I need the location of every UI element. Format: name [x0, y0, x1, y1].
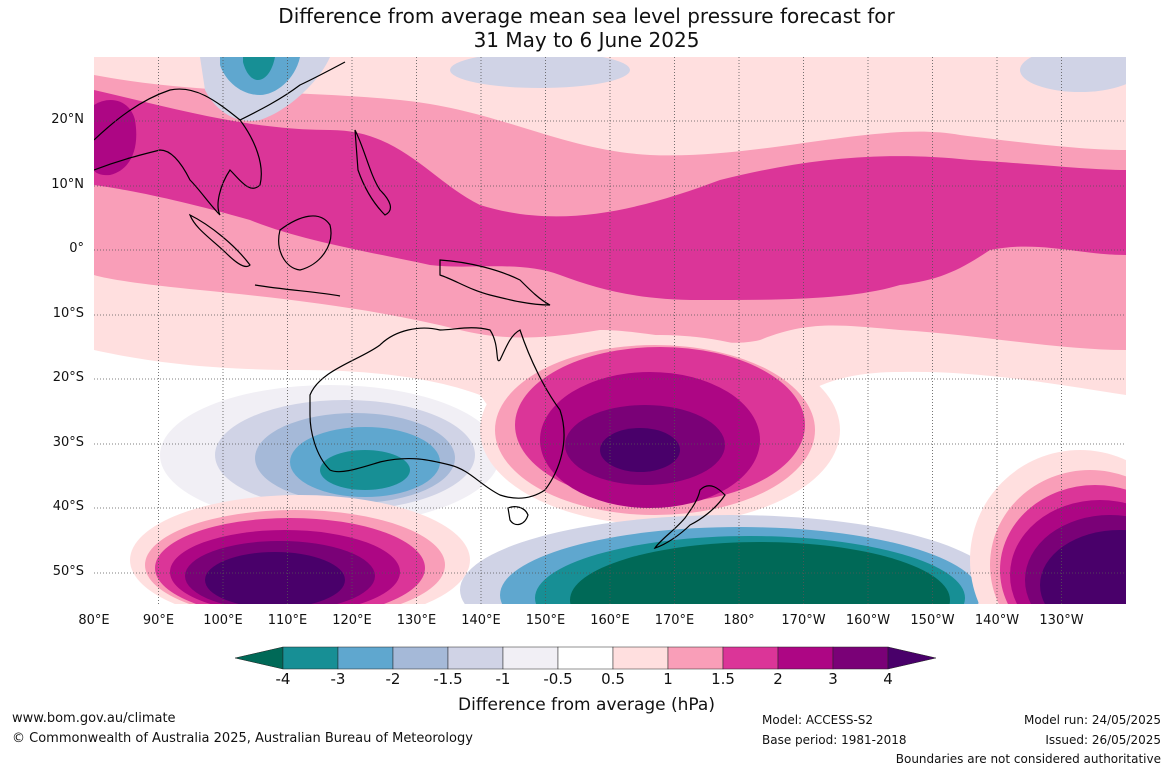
- colorbar-swatch: [447, 646, 504, 670]
- lat-label-10s: 10°S: [52, 306, 84, 321]
- copyright-text: © Commonwealth of Australia 2025, Austra…: [12, 731, 473, 746]
- lon-label-150e: 150°E: [525, 613, 566, 628]
- lon-label-100e: 100°E: [203, 613, 243, 628]
- lon-label-90e: 90°E: [142, 613, 175, 628]
- colorbar-swatch: [337, 646, 394, 670]
- issued-text: Issued: 26/05/2025: [1045, 733, 1161, 747]
- anomaly-band-1.5: [94, 90, 1126, 300]
- colorbar-label: -1.5: [433, 670, 463, 688]
- anomaly-blob-2: [94, 100, 137, 176]
- chart-title: Difference from average mean sea level p…: [0, 4, 1173, 52]
- anomaly-neg-ne: [1020, 57, 1126, 92]
- new-zealand-coastline: [653, 485, 726, 550]
- lon-label-150w: 150°W: [910, 613, 955, 628]
- colorbar-label: -2: [385, 670, 401, 688]
- lon-label-110e: 110°E: [267, 613, 308, 628]
- model-run-text: Model run: 24/05/2025: [1023, 713, 1161, 727]
- lat-label-20n: 20°N: [51, 112, 84, 127]
- anomaly-pos-tasman-6: [600, 428, 680, 472]
- colorbar-label: 4: [883, 670, 893, 688]
- lon-label-140e: 140°E: [461, 613, 501, 628]
- colorbar-swatch: [832, 646, 889, 670]
- borneo-coastline: [278, 215, 332, 271]
- title-line-2: 31 May to 6 June 2025: [473, 28, 700, 52]
- java-coastline: [254, 284, 341, 297]
- china-coastline: [239, 61, 346, 121]
- australia-coastline: [309, 327, 565, 499]
- colorbar-extend-low: [234, 646, 284, 670]
- lon-label-130w: 130°W: [1039, 613, 1084, 628]
- colorbar-label: -0.5: [543, 670, 573, 688]
- lon-gridlines: [158, 57, 1062, 604]
- lon-label-180: 180°: [723, 613, 755, 628]
- map-field: [94, 57, 1126, 604]
- colorbar-title: Difference from average (hPa): [458, 695, 715, 715]
- colorbar-swatch: [557, 646, 614, 670]
- anomaly-neg-saus-5: [320, 450, 410, 490]
- colorbar-label: -4: [275, 670, 291, 688]
- lon-label-130e: 130°E: [396, 613, 437, 628]
- colorbar-swatch: [502, 646, 559, 670]
- colorbar-swatch: [282, 646, 339, 670]
- anomaly-neg-so-4: [570, 542, 950, 604]
- philippines-coastline: [354, 129, 392, 216]
- disclaimer-text: Boundaries are not considered authoritat…: [895, 752, 1161, 766]
- lat-label-0: 0°: [69, 241, 84, 256]
- lon-label-170w: 170°W: [781, 613, 826, 628]
- colorbar-swatch: [667, 646, 724, 670]
- anomaly-neg-asia-3: [243, 57, 275, 80]
- colorbar-label: -3: [330, 670, 346, 688]
- lat-label-20s: 20°S: [52, 370, 84, 385]
- lat-label-40s: 40°S: [52, 499, 84, 514]
- anomaly-neg-n: [450, 57, 630, 88]
- colorbar-label: 0.5: [601, 670, 625, 688]
- anomaly-pos-sio-6: [205, 552, 345, 604]
- tasmania-coastline: [507, 506, 529, 526]
- lat-label-50s: 50°S: [52, 564, 84, 579]
- colorbar-label: 3: [828, 670, 838, 688]
- colorbar: [234, 646, 937, 670]
- colorbar-label: 1.5: [711, 670, 735, 688]
- lon-label-160e: 160°E: [590, 613, 630, 628]
- colorbar-label: 2: [773, 670, 783, 688]
- lat-label-10n: 10°N: [51, 177, 84, 192]
- sumatra-coastline: [188, 213, 251, 268]
- colorbar-label: -1: [495, 670, 511, 688]
- colorbar-swatch: [392, 646, 449, 670]
- new-guinea-coastline: [439, 259, 551, 306]
- base-period-text: Base period: 1981-2018: [762, 733, 907, 747]
- lon-label-80e: 80°E: [78, 613, 110, 628]
- colorbar-swatch: [777, 646, 834, 670]
- colorbar-swatch: [612, 646, 669, 670]
- lon-label-120e: 120°E: [332, 613, 372, 628]
- title-line-1: Difference from average mean sea level p…: [278, 4, 895, 28]
- colorbar-swatch: [722, 646, 779, 670]
- lon-label-160w: 160°W: [845, 613, 891, 628]
- colorbar-extend-high: [887, 646, 937, 670]
- colorbar-label: 1: [663, 670, 673, 688]
- website-link[interactable]: www.bom.gov.au/climate: [12, 711, 176, 726]
- lon-label-140w: 140°W: [974, 613, 1020, 628]
- lat-label-30s: 30°S: [52, 435, 84, 450]
- asia-coastline: [94, 88, 262, 216]
- lon-label-170e: 170°E: [654, 613, 695, 628]
- model-text: Model: ACCESS-S2: [762, 713, 874, 727]
